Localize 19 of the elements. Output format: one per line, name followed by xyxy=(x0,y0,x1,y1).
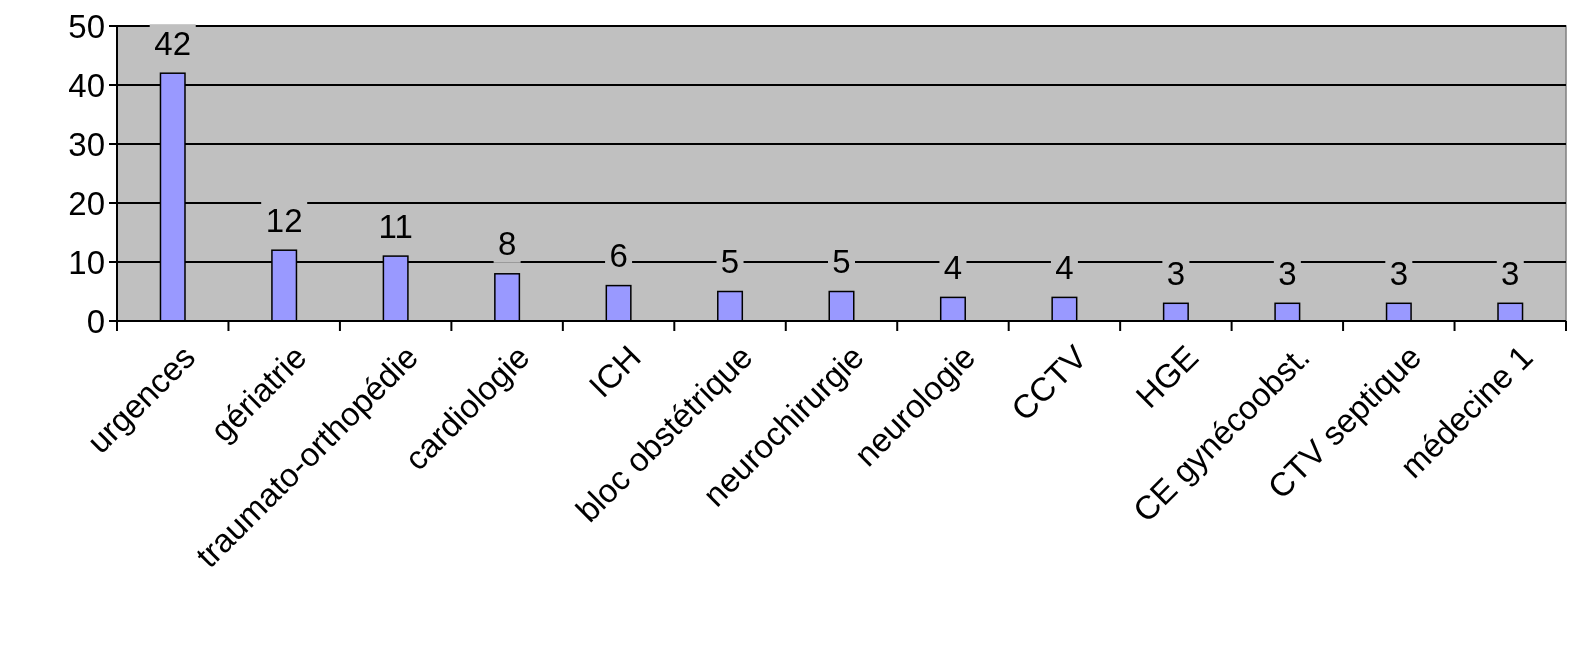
y-tick-label: 50 xyxy=(68,7,105,45)
data-label: 5 xyxy=(720,243,740,281)
y-tick-label: 40 xyxy=(68,66,105,104)
data-label: 4 xyxy=(1055,248,1074,286)
data-label: 8 xyxy=(497,225,517,263)
y-tick-label: 0 xyxy=(86,302,105,340)
y-tick-label: 20 xyxy=(68,184,105,222)
data-label: 42 xyxy=(154,24,192,62)
data-label: 5 xyxy=(832,243,851,281)
data-label: 3 xyxy=(1501,254,1520,292)
y-tick-label: 30 xyxy=(68,125,105,163)
data-label: 11 xyxy=(378,207,413,245)
data-label: 3 xyxy=(1166,254,1186,292)
data-label: 6 xyxy=(609,237,628,275)
data-label: 3 xyxy=(1389,254,1408,292)
data-label: 4 xyxy=(943,248,963,286)
data-label: 3 xyxy=(1278,254,1297,292)
data-label: 12 xyxy=(265,201,303,239)
y-tick-label: 10 xyxy=(68,243,105,281)
